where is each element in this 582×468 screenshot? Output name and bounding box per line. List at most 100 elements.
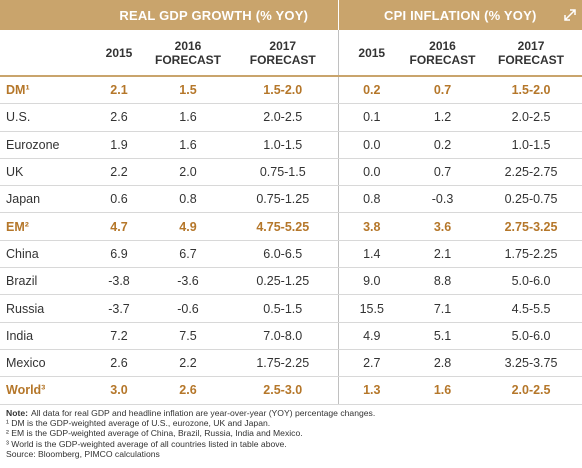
- cell: 2.2: [90, 158, 148, 187]
- note-line: ² EM is the GDP-weighted average of Chin…: [6, 428, 576, 438]
- table-row: DM¹ 2.1 1.5 1.5-2.0 0.2 0.7 1.5-2.0: [0, 76, 582, 105]
- cell: 0.2: [405, 131, 481, 159]
- cell: 7.0-8.0: [228, 322, 339, 350]
- cell: 2.6: [148, 376, 228, 405]
- column-title-line: FORECAST: [155, 52, 221, 67]
- cell: 0.5-1.5: [228, 294, 339, 323]
- note-lead: Note:: [6, 408, 28, 418]
- cell: -0.6: [148, 294, 228, 323]
- cell: 2.1: [405, 240, 481, 269]
- table-row: World³ 3.0 2.6 2.5-3.0 1.3 1.6 2.0-2.5: [0, 376, 582, 405]
- cell: 0.25-1.25: [228, 267, 339, 296]
- row-label: Eurozone: [0, 131, 90, 159]
- row-label: World³: [0, 376, 90, 405]
- cell: 1.5-2.0: [228, 76, 339, 105]
- cell: 1.4: [337, 240, 406, 269]
- note-text: ³ World is the GDP-weighted average of a…: [6, 438, 287, 449]
- table-row: India 7.2 7.5 7.0-8.0 4.9 5.1 5.0-6.0: [0, 322, 582, 350]
- cell: 0.8: [148, 185, 228, 214]
- cell: 4.75-5.25: [228, 212, 339, 241]
- cell: 1.6: [148, 103, 228, 132]
- note-line: Note: All data for real GDP and headline …: [6, 408, 576, 418]
- row-label: DM¹: [0, 76, 90, 105]
- column-title-line: 2017: [517, 38, 545, 53]
- cell: 1.6: [405, 376, 481, 405]
- cell: 0.0: [337, 131, 406, 159]
- cell: 0.0: [337, 158, 406, 187]
- cell: 2.0-2.5: [228, 103, 339, 132]
- note-line: Source: Bloomberg, PIMCO calculations: [6, 449, 576, 459]
- cell: 1.0-1.5: [480, 131, 582, 159]
- cell: 6.0-6.5: [228, 240, 339, 269]
- group-title: REAL GDP GROWTH (% YOY): [90, 0, 339, 30]
- cell: 9.0: [337, 267, 406, 296]
- row-label: India: [0, 322, 90, 350]
- row-label: UK: [0, 158, 90, 187]
- cell: 1.2: [405, 103, 481, 132]
- cell: 1.5-2.0: [480, 76, 582, 105]
- corner: [0, 30, 90, 77]
- cell: 2.25-2.75: [480, 158, 582, 187]
- cell: 2.0: [148, 158, 228, 187]
- cell: 1.0-1.5: [228, 131, 339, 159]
- column-header: 2015 2016 FORECAST 2017 FORECAST 2015 2016 FORE…: [0, 30, 582, 77]
- table-row: Brazil -3.8 -3.6 0.25-1.25 9.0 8.8 5.0-6.0: [0, 267, 582, 296]
- column-title-line: 2016: [174, 38, 202, 53]
- cell: 2.5-3.0: [228, 376, 339, 405]
- row-label: Brazil: [0, 267, 90, 296]
- row-label: EM²: [0, 212, 90, 241]
- cell: 2.2: [148, 349, 228, 378]
- cell: 7.5: [148, 322, 228, 350]
- cell: 4.9: [148, 212, 228, 241]
- table-row: U.S. 2.6 1.6 2.0-2.5 0.1 1.2 2.0-2.5: [0, 103, 582, 132]
- note-text: All data for real GDP and headline infla…: [30, 408, 376, 418]
- cell: 2.0-2.5: [480, 103, 582, 132]
- column-title-line: FORECAST: [409, 52, 476, 67]
- column-title: 2016 FORECAST: [148, 30, 228, 77]
- note-text: ¹ DM is the GDP-weighted average of U.S.…: [6, 418, 271, 429]
- row-label: Mexico: [0, 349, 90, 378]
- cell: 15.5: [337, 294, 406, 323]
- cell: 6.9: [90, 240, 148, 269]
- table-row: Russia -3.7 -0.6 0.5-1.5 15.5 7.1 4.5-5.5: [0, 294, 582, 323]
- column-title-line: FORECAST: [498, 52, 565, 67]
- table-row: Japan 0.6 0.8 0.75-1.25 0.8 -0.3 0.25-0.75: [0, 185, 582, 214]
- cell: 1.6: [148, 131, 228, 159]
- cell: 6.7: [148, 240, 228, 269]
- cell: 2.75-3.25: [480, 212, 582, 241]
- cell: 4.5-5.5: [480, 294, 582, 323]
- cell: -3.8: [90, 267, 148, 296]
- note-line: ¹ DM is the GDP-weighted average of U.S.…: [6, 418, 576, 428]
- cell: 0.25-0.75: [480, 185, 582, 214]
- cell: 2.8: [405, 349, 481, 378]
- column-title: 2015: [90, 30, 148, 77]
- cell: 0.8: [337, 185, 406, 214]
- expand-icon[interactable]: [564, 9, 576, 21]
- cell: 2.6: [90, 349, 148, 378]
- cell: 0.7: [405, 158, 481, 187]
- cell: 1.9: [90, 131, 148, 159]
- cell: 2.0-2.5: [480, 376, 582, 405]
- note-line: ³ World is the GDP-weighted average of a…: [6, 439, 576, 449]
- cell: 2.6: [90, 103, 148, 132]
- notes: Note: All data for real GDP and headline …: [6, 408, 576, 459]
- table-row: Mexico 2.6 2.2 1.75-2.25 2.7 2.8 3.25-3.75: [0, 349, 582, 378]
- row-label: Russia: [0, 294, 90, 323]
- note-text: ² EM is the GDP-weighted average of Chin…: [6, 428, 303, 439]
- cell: 5.0-6.0: [480, 267, 582, 296]
- cell: 0.1: [337, 103, 406, 132]
- group-title: CPI INFLATION (% YOY): [337, 0, 582, 30]
- cell: 1.75-2.25: [480, 240, 582, 269]
- cell: 1.75-2.25: [228, 349, 339, 378]
- column-title-line: 2017: [269, 38, 297, 53]
- cell: 3.0: [90, 376, 148, 405]
- cell: 5.1: [405, 322, 481, 350]
- column-title: 2015: [337, 30, 406, 77]
- cell: 1.3: [337, 376, 406, 405]
- column-title-line: 2016: [429, 38, 456, 53]
- cell: -3.7: [90, 294, 148, 323]
- cell: 4.9: [337, 322, 406, 350]
- cell: -3.6: [148, 267, 228, 296]
- cell: 0.2: [337, 76, 406, 105]
